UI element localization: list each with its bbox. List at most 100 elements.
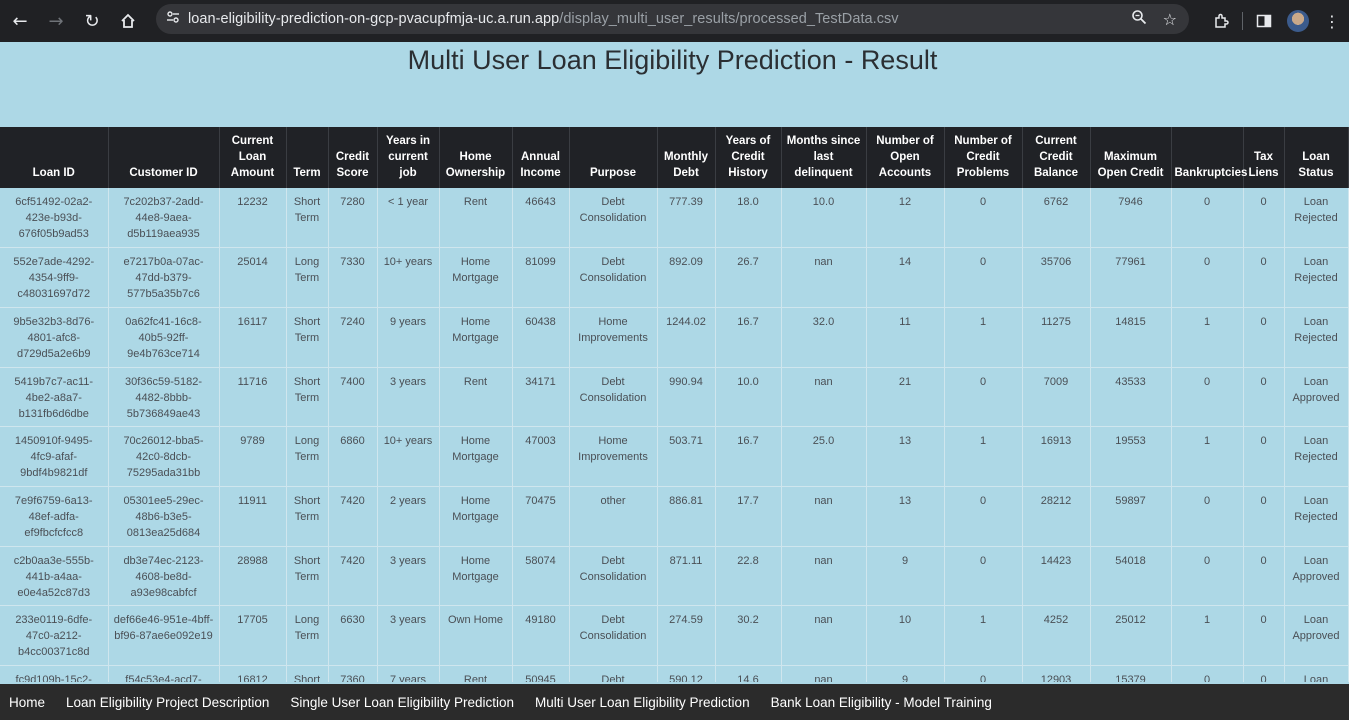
table-cell: Home Improvements bbox=[569, 307, 658, 368]
table-cell: 6cf51492-02a2-423e-b93d-676f05b9ad53 bbox=[0, 188, 109, 249]
profile-button[interactable] bbox=[1281, 3, 1315, 39]
table-cell: 7420 bbox=[328, 546, 378, 607]
table-cell: 777.39 bbox=[657, 188, 716, 249]
table-cell: 274.59 bbox=[657, 605, 716, 666]
table-cell: 26.7 bbox=[715, 247, 782, 308]
table-cell: 9 years bbox=[377, 307, 440, 368]
table-cell: 15379 bbox=[1090, 665, 1172, 682]
results-table-container[interactable]: Loan ID Customer ID Current Loan Amount Ter… bbox=[0, 127, 1349, 682]
column-header: Current Credit Balance bbox=[1022, 127, 1091, 188]
nav-link-home[interactable]: Home bbox=[9, 694, 46, 710]
table-cell: 7400 bbox=[328, 367, 378, 428]
table-cell: Short Term bbox=[286, 486, 329, 547]
table-row: 233e0119-6dfe-47c0-a212-b4cc00371c8d def6… bbox=[0, 605, 1349, 666]
table-cell: 3 years bbox=[377, 546, 440, 607]
table-cell: 0 bbox=[1171, 486, 1244, 547]
side-panel-icon[interactable] bbox=[1247, 3, 1281, 39]
table-cell: 0 bbox=[1243, 247, 1285, 308]
reload-icon[interactable]: ↻ bbox=[84, 10, 100, 32]
table-cell: 60438 bbox=[512, 307, 570, 368]
table-cell: Loan Approved bbox=[1284, 546, 1349, 607]
table-cell: Home Mortgage bbox=[439, 307, 513, 368]
table-cell: f54c53e4-acd7- bbox=[108, 665, 220, 682]
table-cell: other bbox=[569, 486, 658, 547]
zoom-icon[interactable] bbox=[1131, 9, 1147, 29]
table-cell: 2 years bbox=[377, 486, 440, 547]
table-body: 6cf51492-02a2-423e-b93d-676f05b9ad53 7c20… bbox=[0, 188, 1349, 682]
table-cell: 1 bbox=[944, 426, 1023, 487]
menu-icon[interactable]: ⋮ bbox=[1324, 11, 1340, 31]
table-cell: 0 bbox=[1243, 426, 1285, 487]
table-cell: Home Improvements bbox=[569, 426, 658, 487]
table-cell: 16812 bbox=[219, 665, 287, 682]
table-cell: 0 bbox=[1171, 665, 1244, 682]
table-cell: 7330 bbox=[328, 247, 378, 308]
column-header: Loan ID bbox=[0, 127, 109, 188]
table-cell: def66e46-951e-4bff-bf96-87ae6e092e19 bbox=[108, 605, 220, 666]
table-cell: nan bbox=[781, 486, 867, 547]
table-cell: 6762 bbox=[1022, 188, 1091, 249]
toolbar-divider bbox=[1242, 12, 1243, 30]
table-cell: 46643 bbox=[512, 188, 570, 249]
table-cell: Home Mortgage bbox=[439, 247, 513, 308]
url-text: loan-eligibility-prediction-on-gcp-pvacu… bbox=[188, 11, 899, 27]
table-cell: Rent bbox=[439, 665, 513, 682]
column-header: Years in current job bbox=[377, 127, 440, 188]
nav-link-model-training[interactable]: Bank Loan Eligibility - Model Training bbox=[770, 694, 992, 710]
table-cell: Loan Approved bbox=[1284, 605, 1349, 666]
table-cell: fc9d109b-15c2- bbox=[0, 665, 109, 682]
table-cell: 16913 bbox=[1022, 426, 1091, 487]
nav-link-multi-user-prediction[interactable]: Multi User Loan Eligibility Prediction bbox=[534, 694, 750, 710]
table-cell: Short bbox=[286, 665, 329, 682]
table-cell: 7 years bbox=[377, 665, 440, 682]
url-path: /display_multi_user_results/processed_Te… bbox=[559, 11, 899, 27]
table-cell: Loan bbox=[1284, 665, 1349, 682]
table-cell: 0 bbox=[944, 546, 1023, 607]
table-cell: 1 bbox=[944, 605, 1023, 666]
home-icon[interactable] bbox=[110, 3, 146, 39]
table-cell: 11716 bbox=[219, 367, 287, 428]
column-header: Home Ownership bbox=[439, 127, 513, 188]
nav-link-project-description[interactable]: Loan Eligibility Project Description bbox=[66, 694, 270, 710]
table-cell: 7009 bbox=[1022, 367, 1091, 428]
column-header: Current Loan Amount bbox=[219, 127, 287, 188]
table-cell: 3 years bbox=[377, 367, 440, 428]
table-cell: 13 bbox=[866, 486, 945, 547]
table-cell: 17705 bbox=[219, 605, 287, 666]
table-cell: 990.94 bbox=[657, 367, 716, 428]
browser-toolbar: ← → ↻ loan-eligibility-prediction-on-gcp… bbox=[0, 0, 1349, 42]
table-cell: 9 bbox=[866, 546, 945, 607]
table-cell: 0 bbox=[944, 367, 1023, 428]
extensions-icon[interactable] bbox=[1204, 3, 1238, 39]
column-header: Purpose bbox=[569, 127, 658, 188]
table-cell: 7240 bbox=[328, 307, 378, 368]
table-cell: nan bbox=[781, 546, 867, 607]
table-cell: Loan Rejected bbox=[1284, 486, 1349, 547]
table-cell: 5419b7c7-ac11-4be2-a8a7-b131fb6d6dbe bbox=[0, 367, 109, 428]
table-cell: 12 bbox=[866, 188, 945, 249]
star-icon[interactable]: ☆ bbox=[1162, 9, 1177, 29]
table-cell: 0 bbox=[1243, 486, 1285, 547]
table-cell: 1244.02 bbox=[657, 307, 716, 368]
table-cell: 35706 bbox=[1022, 247, 1091, 308]
back-icon[interactable]: ← bbox=[12, 10, 28, 32]
table-cell: e7217b0a-07ac-47dd-b379-577b5a35b7c6 bbox=[108, 247, 220, 308]
table-cell: 14423 bbox=[1022, 546, 1091, 607]
table-cell: 7c202b37-2add-44e8-9aea-d5b119aea935 bbox=[108, 188, 220, 249]
site-info-icon[interactable] bbox=[166, 10, 188, 28]
nav-link-single-user-prediction[interactable]: Single User Loan Eligibility Prediction bbox=[290, 694, 514, 710]
table-cell: 0 bbox=[1243, 665, 1285, 682]
table-cell: 0 bbox=[1243, 605, 1285, 666]
results-table: Loan ID Customer ID Current Loan Amount Ter… bbox=[0, 127, 1349, 682]
table-cell: Home Mortgage bbox=[439, 426, 513, 487]
table-cell: Short Term bbox=[286, 188, 329, 249]
table-cell: 233e0119-6dfe-47c0-a212-b4cc00371c8d bbox=[0, 605, 109, 666]
table-cell: Own Home bbox=[439, 605, 513, 666]
column-header: Months since last delinquent bbox=[781, 127, 867, 188]
table-cell: Debt Consolidation bbox=[569, 188, 658, 249]
table-cell: 10 bbox=[866, 605, 945, 666]
address-bar[interactable]: loan-eligibility-prediction-on-gcp-pvacu… bbox=[156, 4, 1189, 34]
forward-icon[interactable]: → bbox=[48, 10, 64, 32]
table-cell: 0 bbox=[1171, 546, 1244, 607]
table-cell: 886.81 bbox=[657, 486, 716, 547]
